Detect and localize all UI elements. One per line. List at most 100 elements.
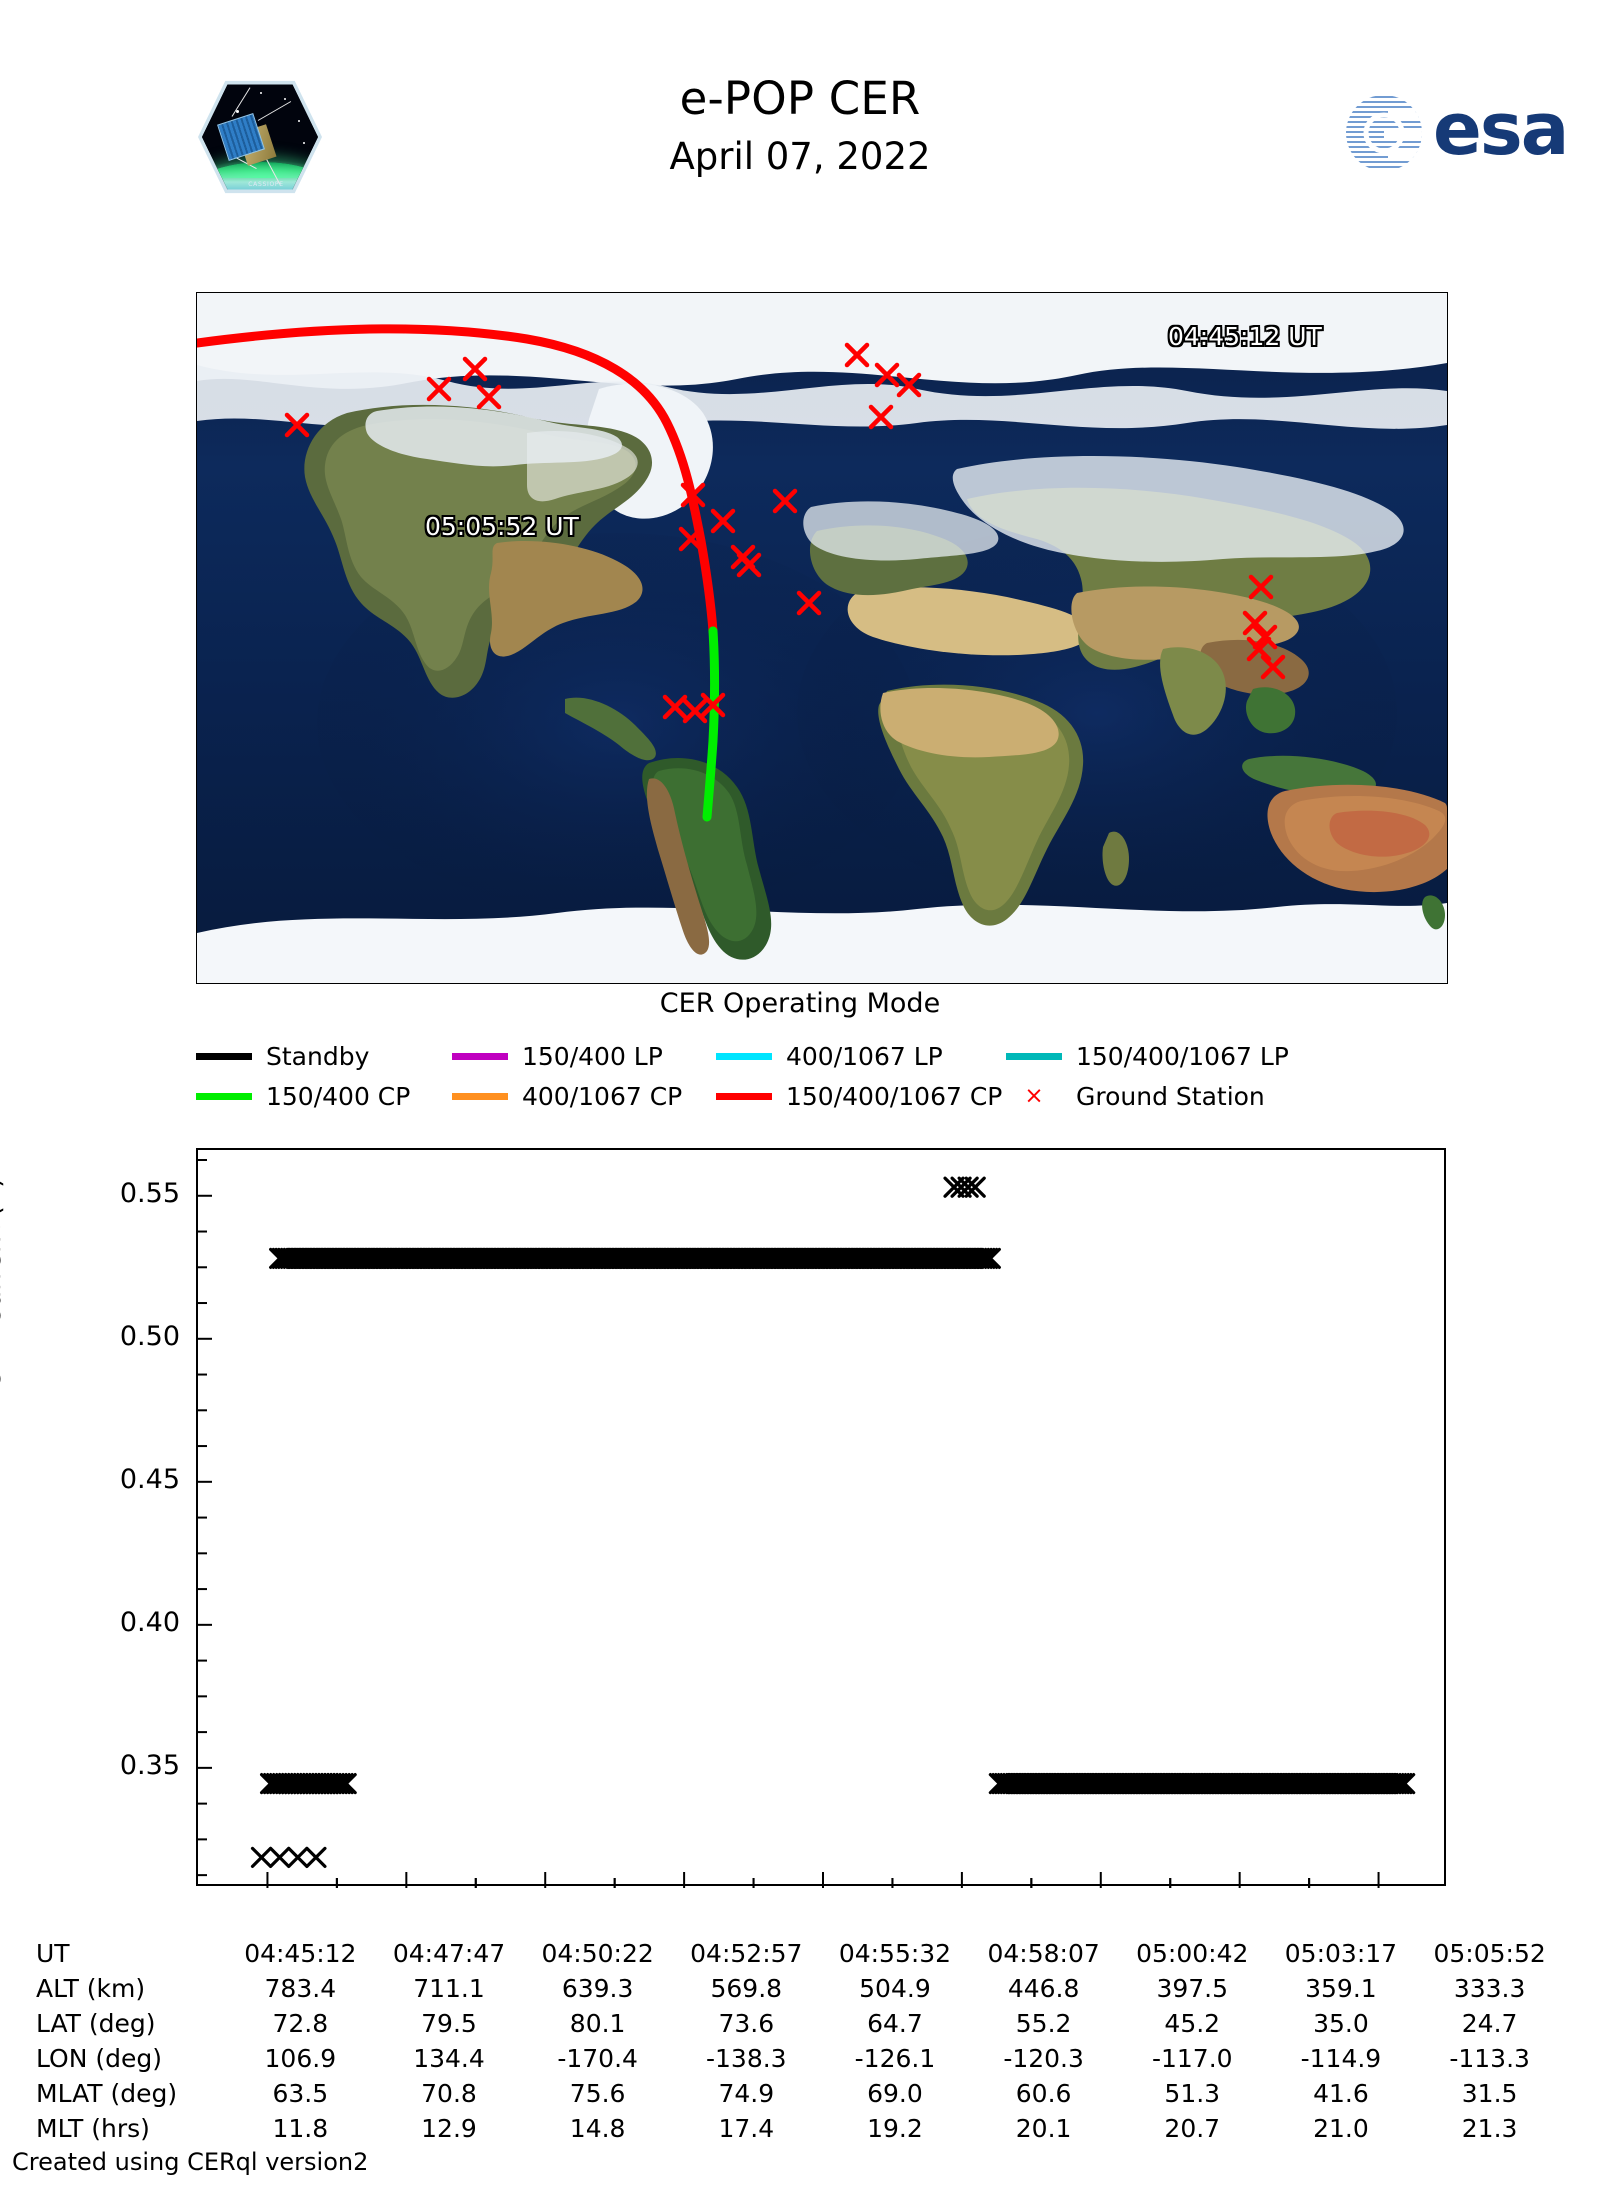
table-cell: -138.3 bbox=[706, 2044, 787, 2073]
scatter-marker bbox=[305, 1846, 327, 1868]
table-cell: 73.6 bbox=[718, 2009, 775, 2038]
table-row: ALT (km) 783.4 711.1 639.3 569.8 504.9 446.8 39… bbox=[34, 1971, 1564, 2006]
y-tick-label: 0.40 bbox=[119, 1606, 180, 1638]
y-tick-label: 0.45 bbox=[119, 1463, 180, 1495]
scatter-marker bbox=[326, 1772, 348, 1795]
table-cell: -126.1 bbox=[854, 2044, 936, 2073]
legend-item-standby[interactable]: Standby bbox=[196, 1038, 369, 1074]
table-cell: 64.7 bbox=[867, 2009, 923, 2038]
table-cell: 70.8 bbox=[421, 2079, 477, 2108]
table-cell: 75.6 bbox=[569, 2079, 626, 2108]
esa-logo: esa bbox=[1345, 90, 1600, 172]
y-axis-label: CER Current (A) bbox=[0, 1177, 7, 1390]
table-row-label: ALT (km) bbox=[36, 1974, 146, 2003]
table-cell: 31.5 bbox=[1461, 2079, 1518, 2108]
table-row-label: LAT (deg) bbox=[36, 2009, 156, 2038]
table-cell: 04:47:47 bbox=[392, 1939, 506, 1968]
legend-swatch-150-400-lp bbox=[452, 1052, 508, 1060]
cer-current-scatter-plot bbox=[196, 1148, 1446, 1888]
map-canvas bbox=[197, 293, 1447, 983]
scatter-marker bbox=[1391, 1772, 1413, 1795]
table-row: LON (deg) 106.9 134.4 -170.4 -138.3 -126.1 -12… bbox=[34, 2041, 1564, 2076]
legend-swatch-400-1067-lp bbox=[716, 1052, 772, 1060]
table-cell: 41.6 bbox=[1313, 2079, 1369, 2108]
legend-swatch-150-400-1067-cp bbox=[716, 1092, 772, 1100]
table-cell: 569.8 bbox=[710, 1974, 783, 2003]
track-150-400-1067-cp bbox=[197, 324, 718, 636]
legend-row-cp: 150/400 CP 400/1067 CP 150/400/1067 CP ×… bbox=[196, 1078, 1446, 1114]
table-cell: 783.4 bbox=[264, 1974, 337, 2003]
scatter-marker bbox=[974, 1247, 996, 1270]
table-cell: 04:52:57 bbox=[690, 1939, 803, 1968]
footer-credit: Created using CERql version2 bbox=[12, 2148, 369, 2176]
legend-label-400-1067-lp: 400/1067 LP bbox=[786, 1041, 943, 1071]
table-cell: 05:05:52 bbox=[1433, 1939, 1546, 1968]
legend-item-ground-station[interactable]: × Ground Station bbox=[1006, 1078, 1265, 1114]
page-title: e-POP CER bbox=[679, 72, 921, 125]
table-row: LAT (deg) 72.8 79.5 80.1 73.6 64.7 55.2 45.2 35.… bbox=[34, 2006, 1564, 2041]
table-cell: 72.8 bbox=[272, 2009, 329, 2038]
scatter-marker bbox=[269, 1846, 291, 1868]
table-cell: 333.3 bbox=[1453, 1974, 1526, 2003]
legend-label-150-400-lp: 150/400 LP bbox=[522, 1041, 663, 1071]
esa-globe-icon bbox=[1346, 96, 1422, 168]
legend-item-150-400-lp[interactable]: 150/400 LP bbox=[452, 1038, 663, 1074]
table-cell: 69.0 bbox=[867, 2079, 923, 2108]
legend-swatch-150-400-cp bbox=[196, 1092, 252, 1100]
map-start-time-label: 04:45:12 UT bbox=[1168, 322, 1322, 351]
table-row-label: LON (deg) bbox=[36, 2044, 162, 2073]
table-cell: 711.1 bbox=[413, 1974, 485, 2003]
table-cell: 20.1 bbox=[1015, 2114, 1072, 2143]
legend: Standby 150/400 LP 400/1067 LP 150/400/1… bbox=[196, 1038, 1446, 1116]
table-cell: 134.4 bbox=[413, 2044, 485, 2073]
table-cell: 35.0 bbox=[1313, 2009, 1369, 2038]
table-cell: 05:03:17 bbox=[1284, 1939, 1398, 1968]
legend-label-150-400-1067-cp: 150/400/1067 CP bbox=[786, 1081, 1003, 1111]
table-cell: 05:00:42 bbox=[1136, 1939, 1249, 1968]
table-cell: 17.4 bbox=[718, 2114, 775, 2143]
logo-caption: CASSIOPE bbox=[248, 181, 284, 188]
table-cell: 24.7 bbox=[1461, 2009, 1518, 2038]
legend-item-150-400-cp[interactable]: 150/400 CP bbox=[196, 1078, 410, 1114]
legend-title: CER Operating Mode bbox=[659, 988, 941, 1019]
logo-aurora bbox=[202, 159, 318, 179]
scatter-canvas bbox=[198, 1159, 1416, 1888]
table-cell: 04:50:22 bbox=[541, 1939, 654, 1968]
legend-item-400-1067-cp[interactable]: 400/1067 CP bbox=[452, 1078, 682, 1114]
table-row: MLT (hrs) 11.8 12.9 14.8 17.4 19.2 20.1 20.7 21.… bbox=[34, 2111, 1564, 2146]
table-cell: -113.3 bbox=[1449, 2044, 1530, 2073]
legend-item-150-400-1067-cp[interactable]: 150/400/1067 CP bbox=[716, 1078, 1002, 1114]
scatter-marker bbox=[335, 1772, 357, 1795]
legend-item-400-1067-lp[interactable]: 400/1067 LP bbox=[716, 1038, 943, 1074]
table-cell: 446.8 bbox=[1007, 1974, 1080, 2003]
y-axis-tick-labels: 0.55 0.50 0.45 0.40 0.35 bbox=[40, 1148, 180, 1886]
table-row-label: MLAT (deg) bbox=[36, 2079, 178, 2108]
esa-wordmark: esa bbox=[1433, 87, 1569, 171]
legend-label-150-400-1067-lp: 150/400/1067 LP bbox=[1076, 1041, 1289, 1071]
table-cell: 504.9 bbox=[859, 1974, 931, 2003]
map-end-time-label: 05:05:52 UT bbox=[425, 512, 579, 541]
ephemeris-table-grid: UT 04:45:12 04:47:47 04:50:22 04:52:57 04:55:… bbox=[34, 1936, 1564, 2146]
legend-item-150-400-1067-lp[interactable]: 150/400/1067 LP bbox=[1006, 1038, 1289, 1074]
table-cell: -117.0 bbox=[1151, 2044, 1233, 2073]
table-cell: 14.8 bbox=[569, 2114, 626, 2143]
page-date: April 07, 2022 bbox=[669, 135, 931, 178]
table-row-label: UT bbox=[36, 1939, 70, 1968]
legend-label-ground-station: Ground Station bbox=[1076, 1081, 1265, 1111]
scatter-points bbox=[250, 1176, 1416, 1868]
table-row-label: MLT (hrs) bbox=[36, 2114, 150, 2143]
ephemeris-table: UT 04:45:12 04:47:47 04:50:22 04:52:57 04:55:… bbox=[34, 1936, 1564, 2146]
table-cell: 45.2 bbox=[1164, 2009, 1221, 2038]
table-cell: 21.3 bbox=[1461, 2114, 1518, 2143]
table-cell: 51.3 bbox=[1164, 2079, 1221, 2108]
scatter-marker bbox=[250, 1846, 273, 1868]
cassiope-mission-logo: CASSIOPE bbox=[196, 76, 324, 198]
scatter-marker bbox=[979, 1247, 1001, 1270]
legend-row-lp: Standby 150/400 LP 400/1067 LP 150/400/1… bbox=[196, 1038, 1446, 1074]
scatter-marker bbox=[329, 1772, 351, 1795]
table-cell: 21.0 bbox=[1313, 2114, 1369, 2143]
legend-swatch-150-400-1067-lp bbox=[1006, 1052, 1062, 1060]
ground-station-markers bbox=[284, 342, 1286, 724]
scatter-marker bbox=[1394, 1772, 1416, 1795]
table-cell: 20.7 bbox=[1164, 2114, 1221, 2143]
